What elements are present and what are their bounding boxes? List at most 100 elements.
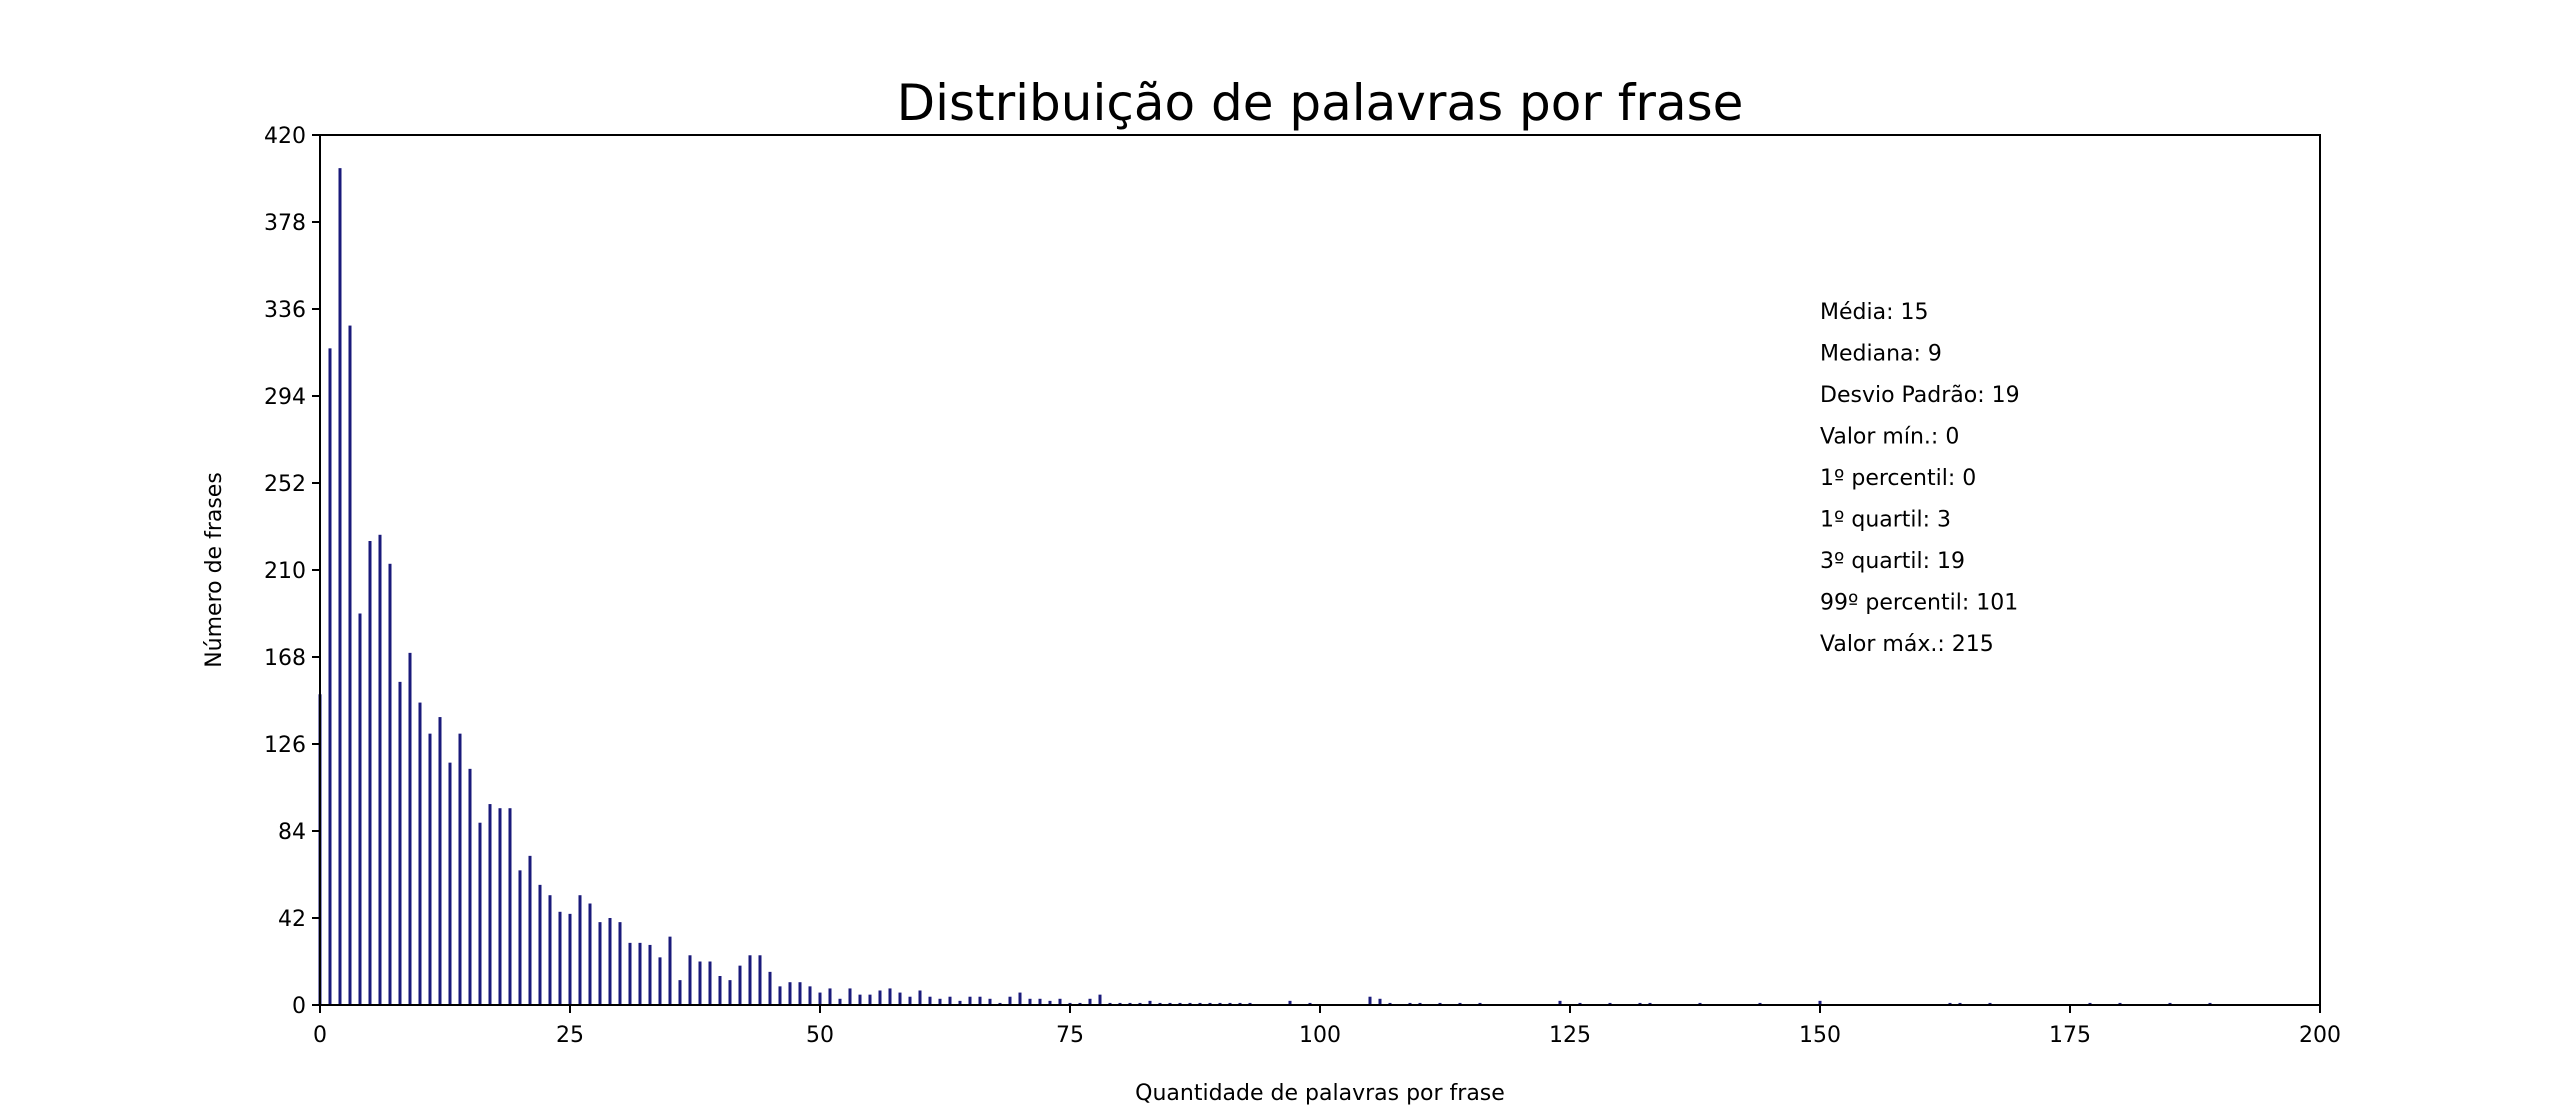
chart-title: Distribuição de palavras por frase (897, 74, 1744, 132)
bar (1048, 1000, 1052, 1005)
y-tick-label: 420 (264, 124, 306, 149)
bar (1248, 1002, 1252, 1005)
bar (2118, 1002, 2122, 1005)
bar (1958, 1002, 1962, 1005)
bar (1218, 1002, 1222, 1005)
bar (988, 998, 992, 1005)
bar (818, 992, 822, 1005)
bar (1148, 1000, 1152, 1005)
bar (1698, 1002, 1702, 1005)
stat-line: Mediana: 9 (1820, 342, 1942, 367)
bar (1558, 1000, 1562, 1005)
bar (788, 982, 792, 1005)
bar (658, 957, 662, 1005)
y-tick-label: 294 (264, 385, 306, 410)
bar (378, 534, 382, 1005)
bar (1758, 1002, 1762, 1005)
bar (1138, 1002, 1142, 1005)
bar (1118, 1002, 1122, 1005)
bar (328, 348, 332, 1005)
bar (358, 613, 362, 1005)
bar (868, 994, 872, 1005)
bar (1158, 1002, 1162, 1005)
bar (918, 990, 922, 1005)
bar (698, 961, 702, 1005)
bar (1188, 1002, 1192, 1005)
stat-line: Média: 15 (1820, 300, 1928, 325)
bar (548, 895, 552, 1005)
bar (838, 998, 842, 1005)
bar (558, 911, 562, 1005)
bar (738, 965, 742, 1005)
y-tick-label: 84 (278, 820, 306, 845)
bar (388, 563, 392, 1005)
bar (468, 768, 472, 1005)
bar (348, 325, 352, 1006)
bar (1648, 1002, 1652, 1005)
bar (1368, 996, 1372, 1005)
bar (1458, 1002, 1462, 1005)
bar (1388, 1002, 1392, 1005)
bar (368, 541, 372, 1005)
bar (1038, 998, 1042, 1005)
x-tick-label: 0 (313, 1023, 327, 1048)
bar (1818, 1000, 1822, 1005)
bar (478, 822, 482, 1005)
y-tick-label: 336 (264, 298, 306, 323)
x-axis-ticks: 0 25 50 75 100 125 150 175 200 (313, 1005, 2341, 1048)
stat-line: 1º percentil: 0 (1820, 466, 1976, 491)
bar (338, 168, 342, 1006)
plot-frame (319, 134, 2321, 1006)
bar (1028, 998, 1032, 1005)
bar (628, 942, 632, 1005)
bar (1478, 1002, 1482, 1005)
bar (1308, 1002, 1312, 1005)
x-tick-label: 50 (806, 1023, 834, 1048)
x-tick-label: 125 (1549, 1023, 1591, 1048)
stat-line: 1º quartil: 3 (1820, 508, 1951, 533)
bar (408, 652, 412, 1005)
stat-line: 3º quartil: 19 (1820, 549, 1965, 574)
bar (748, 955, 752, 1005)
y-tick-label: 0 (292, 994, 306, 1019)
y-tick-label: 42 (278, 907, 306, 932)
x-tick-label: 75 (1056, 1023, 1084, 1048)
bar (1578, 1002, 1582, 1005)
bars-group (318, 168, 2212, 1006)
bar (1058, 998, 1062, 1005)
bar (458, 733, 462, 1005)
y-axis-label: Número de frases (202, 472, 227, 668)
x-tick-label: 25 (556, 1023, 584, 1048)
x-tick-label: 175 (2049, 1023, 2091, 1048)
y-axis-ticks: 0 42 84 126 168 210 252 294 336 378 420 (264, 124, 320, 1019)
bar (948, 996, 952, 1005)
bar (1018, 992, 1022, 1005)
bar (2168, 1002, 2172, 1005)
bar (1418, 1002, 1422, 1005)
bar (608, 918, 612, 1005)
bar (688, 955, 692, 1005)
bar (1178, 1002, 1182, 1005)
bar (638, 942, 642, 1005)
bar (1098, 994, 1102, 1005)
bar (508, 808, 512, 1005)
bar (1238, 1002, 1242, 1005)
bar (1948, 1002, 1952, 1005)
stats-annotation: Média: 15 Mediana: 9 Desvio Padrão: 19 Valo… (1820, 300, 2020, 657)
bar (568, 913, 572, 1005)
bar (668, 936, 672, 1005)
bar (418, 702, 422, 1005)
bar (648, 944, 652, 1005)
bar (1208, 1002, 1212, 1005)
bar (528, 855, 532, 1005)
bar (858, 994, 862, 1005)
bar (798, 982, 802, 1005)
bar (618, 922, 622, 1005)
bar (878, 990, 882, 1005)
bar (1608, 1002, 1612, 1005)
bar (888, 988, 892, 1005)
bar (1228, 1002, 1232, 1005)
bar (728, 980, 732, 1005)
bar (1408, 1002, 1412, 1005)
